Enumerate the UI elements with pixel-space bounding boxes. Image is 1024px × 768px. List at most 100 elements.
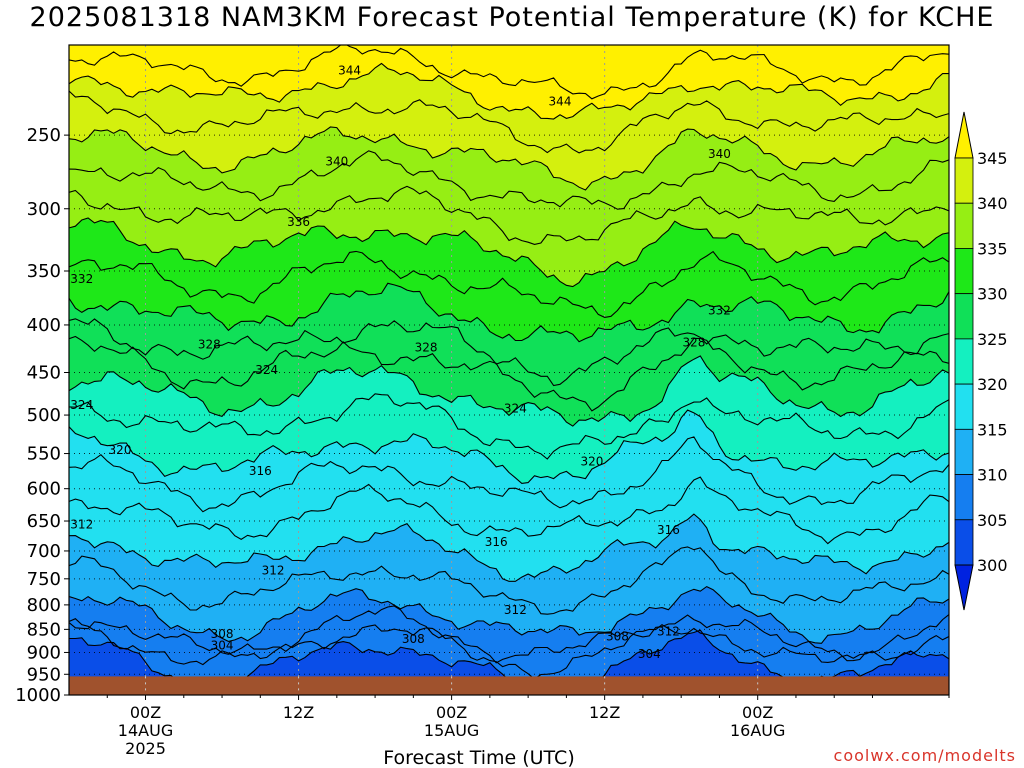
colorbar-box (954, 474, 974, 521)
y-tick-label: 250 (27, 125, 61, 146)
isentrope-334 (69, 217, 949, 288)
colorbar-label: 345 (977, 149, 1008, 168)
colorbar-box (954, 202, 974, 249)
colorbar-label: 305 (977, 511, 1008, 530)
isentrope-312 (69, 546, 949, 615)
isentrope-332 (69, 250, 949, 318)
isentrope-314 (69, 513, 949, 582)
colorbar-top-arrow (954, 111, 974, 159)
contour-label: 324 (70, 398, 93, 412)
colorbar-box (954, 519, 974, 566)
contour-label: 304 (211, 639, 234, 653)
colorbar-box (954, 157, 974, 204)
contour-label: 308 (211, 627, 234, 641)
isentrope-316 (69, 476, 949, 545)
x-tick-label: 14AUG (118, 721, 173, 740)
y-tick-label: 300 (27, 199, 61, 220)
contour-label: 336 (287, 215, 310, 229)
colorbar-box (954, 428, 974, 475)
y-tick-label: 400 (27, 315, 61, 336)
colorbar-label: 340 (977, 194, 1008, 213)
isentrope-322 (69, 393, 949, 460)
contour-label: 340 (325, 155, 348, 169)
chart-title: 2025081318 NAM3KM Forecast Potential Tem… (29, 2, 995, 33)
contour-label: 328 (682, 336, 705, 350)
colorbar-bottom-arrow (954, 564, 974, 611)
isentrope-326 (69, 335, 949, 412)
contour-label: 324 (504, 402, 527, 416)
isentrope-342 (69, 90, 949, 154)
isentrope-318 (69, 436, 949, 513)
colorbar-box (954, 248, 974, 295)
ground-fill (69, 676, 949, 695)
y-tick-label: 350 (27, 261, 61, 282)
contour-label: 324 (255, 363, 278, 377)
contour-label: 316 (657, 523, 680, 537)
y-tick-label: 700 (27, 541, 61, 562)
isentrope-324 (69, 355, 949, 427)
contour-label: 320 (580, 455, 603, 469)
isentrope-308 (69, 605, 949, 664)
colorbar-box (954, 293, 974, 340)
isentrope-328 (69, 318, 949, 387)
y-tick-label: 1000 (15, 685, 61, 706)
isentrope-338 (69, 150, 949, 210)
plot-frame (68, 44, 950, 696)
y-tick-label: 500 (27, 405, 61, 426)
y-tick-label: 650 (27, 511, 61, 532)
y-tick-label: 750 (27, 569, 61, 590)
contour-label: 308 (402, 632, 425, 646)
contour-label: 312 (657, 625, 680, 639)
credit-link[interactable]: coolwx.com/modelts (833, 746, 1016, 765)
colorbar-box (954, 383, 974, 430)
isentrope-310 (69, 585, 949, 644)
y-tick-label: 850 (27, 619, 61, 640)
y-tick-label: 800 (27, 595, 61, 616)
y-tick-label: 600 (27, 479, 61, 500)
y-tick-label: 550 (27, 444, 61, 465)
y-tick-label: 950 (27, 664, 61, 685)
x-tick-label: 00Z (742, 703, 773, 722)
contour-label: 344 (338, 63, 361, 77)
colorbar-label: 315 (977, 420, 1008, 439)
x-tick-label: 12Z (283, 703, 314, 722)
isentrope-330 (69, 282, 949, 343)
contour-label: 312 (504, 603, 527, 617)
contour-label: 332 (708, 304, 731, 318)
contour-label: 332 (70, 272, 93, 286)
colorbar-label: 310 (977, 466, 1008, 485)
contour-label: 328 (415, 341, 438, 355)
y-tick-label: 900 (27, 642, 61, 663)
colorbar-box (954, 338, 974, 385)
colorbar-label: 300 (977, 556, 1008, 575)
x-tick-label: 12Z (589, 703, 620, 722)
contour-label: 344 (549, 94, 572, 108)
isentrope-340 (69, 126, 949, 191)
y-tick-label: 450 (27, 363, 61, 384)
isentrope-320 (69, 409, 949, 484)
plot-area: 344 344 340 340 336 332 332 328 328 328 324 324 324 3… (69, 45, 949, 695)
colorbar-label: 330 (977, 285, 1008, 304)
isentrope-336 (69, 185, 949, 245)
contour-label: 316 (249, 464, 272, 478)
isentrope-306 (69, 618, 949, 680)
contour-label: 312 (262, 564, 285, 578)
colorbar-label: 325 (977, 330, 1008, 349)
contour-label: 312 (70, 518, 93, 532)
colorbar-label: 320 (977, 375, 1008, 394)
contour-label: 316 (485, 535, 508, 549)
x-tick-label: 00Z (436, 703, 467, 722)
x-tick-label: 15AUG (424, 721, 479, 740)
contour-label: 304 (638, 647, 661, 661)
x-tick-label: 2025 (125, 739, 166, 758)
x-tick-label: 00Z (130, 703, 161, 722)
isentrope-344 (69, 62, 949, 120)
contour-label: 320 (109, 443, 132, 457)
contour-label: 340 (708, 147, 731, 161)
contour-label: 308 (606, 629, 629, 643)
contour-label: 328 (198, 338, 221, 352)
x-axis-label: Forecast Time (UTC) (383, 747, 574, 768)
x-tick-label: 16AUG (730, 721, 785, 740)
isentrope-346 (69, 45, 949, 100)
